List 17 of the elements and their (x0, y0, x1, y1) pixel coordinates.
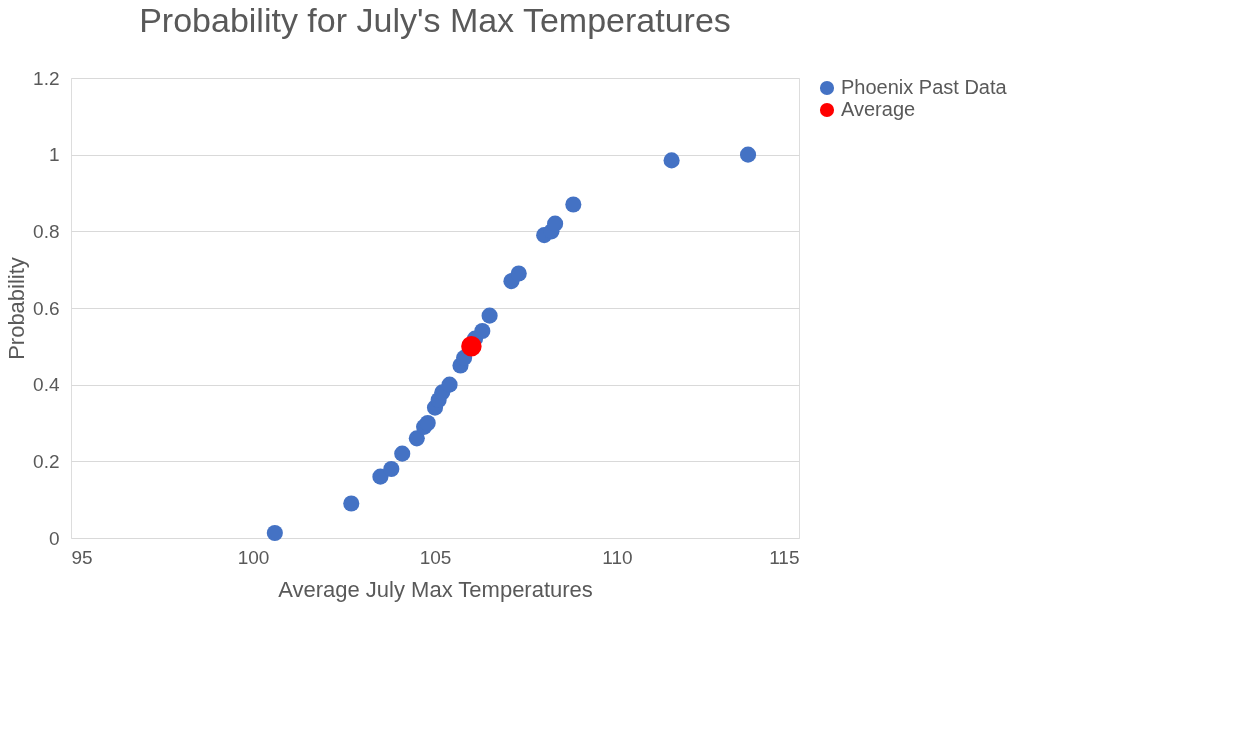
x-tick-label: 95 (71, 546, 93, 568)
x-axis-title: Average July Max Temperatures (278, 576, 593, 602)
y-tick-label: 0 (48, 527, 60, 549)
y-axis-title: Probability (4, 257, 30, 360)
chart-title: Probability for July's Max Temperatures (139, 1, 731, 39)
x-tick-label: 105 (419, 546, 452, 568)
x-tick-label: 110 (602, 546, 633, 568)
y-tick-label: 0.8 (33, 220, 60, 242)
legend-label: Phoenix Past Data (841, 76, 1008, 98)
x-tick-label: 115 (769, 546, 800, 568)
y-tick-label: 1.2 (33, 67, 60, 89)
y-tick-label: 1 (48, 144, 60, 166)
y-tick-label: 0.4 (33, 374, 60, 396)
x-tick-label: 100 (237, 546, 270, 568)
y-tick-label: 0.6 (33, 297, 60, 319)
legend-label: Average (841, 98, 916, 120)
y-tick-label: 0.2 (33, 450, 60, 472)
